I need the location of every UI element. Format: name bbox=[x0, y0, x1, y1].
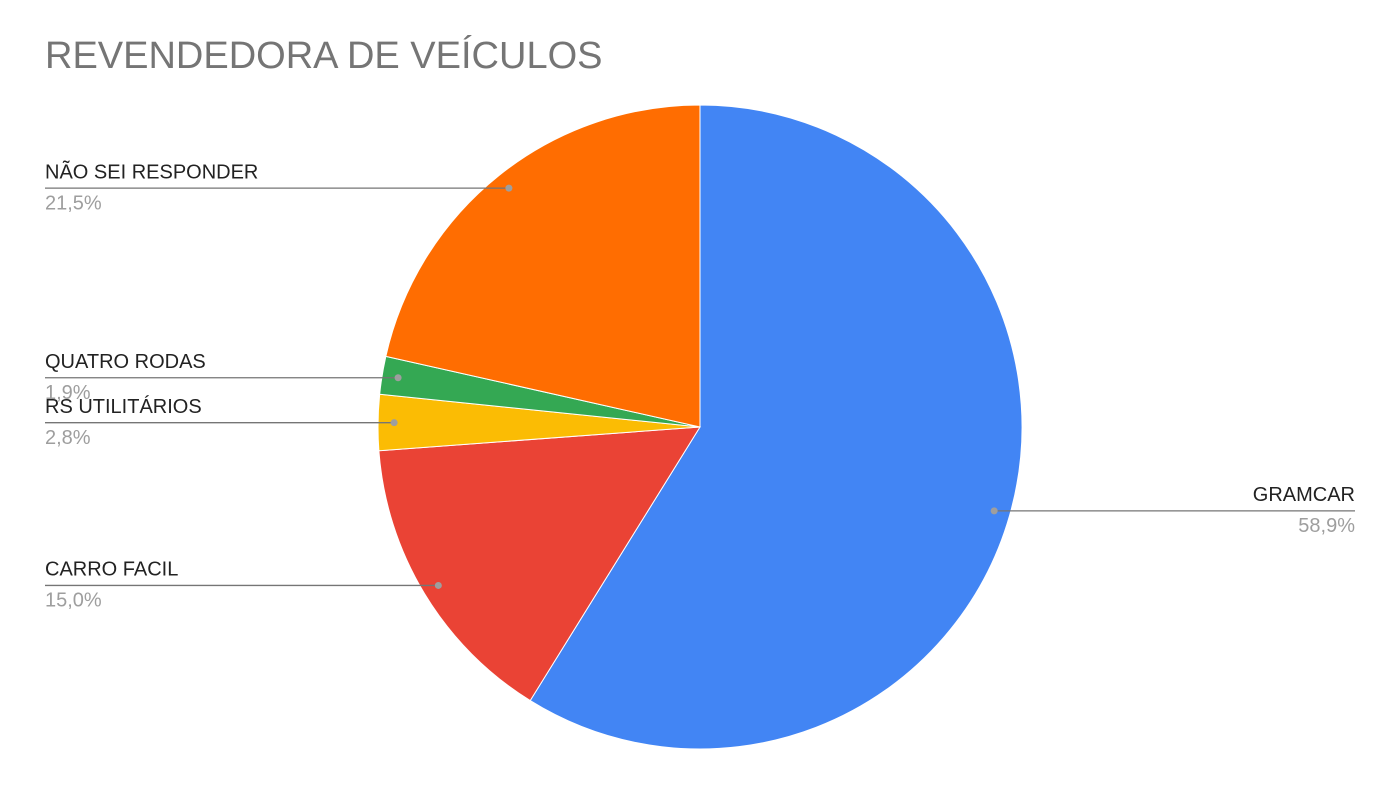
slice-label: NÃO SEI RESPONDER bbox=[45, 159, 258, 183]
chart-title: REVENDEDORA DE VEÍCULOS bbox=[45, 34, 602, 77]
slice-label: GRAMCAR bbox=[1253, 484, 1355, 506]
slice-value-label: 1,9% bbox=[45, 382, 91, 404]
slice-label: QUATRO RODAS bbox=[45, 351, 206, 373]
slice-label: CARRO FACIL bbox=[45, 559, 178, 581]
leader-dot bbox=[505, 184, 513, 192]
leader-dot bbox=[990, 507, 998, 515]
slice-value-label: 15,0% bbox=[45, 590, 102, 612]
pie-slice bbox=[385, 104, 701, 428]
pie-slice bbox=[529, 104, 1023, 750]
slice-value-label: 21,5% bbox=[45, 192, 102, 214]
leader-dot bbox=[390, 419, 398, 427]
leader-dot bbox=[394, 374, 402, 382]
leader-dot bbox=[434, 581, 442, 589]
slice-value-label: 2,8% bbox=[45, 427, 91, 449]
pie-slice bbox=[378, 426, 701, 702]
slice-value-label: 58,9% bbox=[1298, 515, 1355, 537]
slice-label: RS UTILITÁRIOS bbox=[45, 395, 202, 418]
